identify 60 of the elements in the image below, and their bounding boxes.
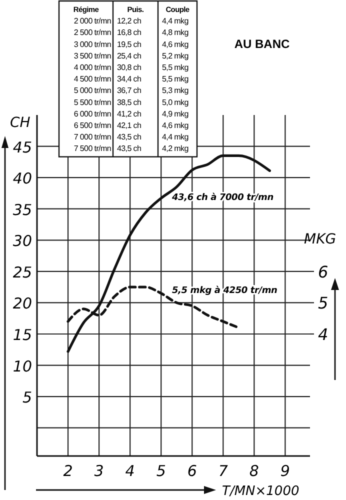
y-tick-label: 20: [12, 294, 32, 313]
x-tick-label: 7: [218, 462, 228, 480]
y2-axis-title: MKG: [304, 231, 336, 248]
y-tick-label: 25: [12, 263, 32, 282]
text: 5,5 mkg: [162, 63, 188, 72]
x-tick-label: 6: [187, 462, 197, 480]
text: 4 500 tr/mn: [74, 74, 111, 84]
y-tick-label: 35: [12, 200, 32, 219]
annotation: 4,2 mkg: [162, 144, 188, 154]
x-tick-label: 4: [125, 462, 135, 480]
text: 16,8 ch: [117, 28, 142, 38]
y-tick-label: 40: [12, 170, 32, 188]
y2-tick-label: 5: [318, 294, 328, 313]
annotation: 43,5 ch: [117, 144, 142, 154]
y2-tick-label: 6: [318, 262, 328, 282]
annotation: 41,2 ch: [117, 109, 142, 118]
text: 2 000 tr/mn: [74, 16, 111, 26]
text: 5,3 mkg: [162, 86, 188, 96]
text: 5,5 mkg: [162, 74, 188, 84]
text: 5 000 tr/mn: [74, 86, 111, 96]
text: 4 000 tr/mn: [74, 63, 111, 72]
x-tick-label: 5: [156, 462, 166, 480]
text: 38,5 ch: [117, 98, 142, 107]
text: 25,4 ch: [117, 51, 142, 60]
annotation: 6 500 tr/mn: [74, 121, 111, 130]
x-tick-label: 2: [63, 462, 73, 480]
y-tick-label: 5: [22, 388, 32, 407]
text: 34,4 ch: [117, 74, 142, 84]
text: 3 500 tr/mn: [74, 51, 111, 60]
text: 12,2 ch: [117, 16, 142, 26]
annotation: 6 000 tr/mn: [74, 109, 111, 118]
annotation: 42,1 ch: [117, 121, 142, 130]
y-tick-label: 45: [12, 138, 32, 156]
text: 4,4 mkg: [162, 16, 188, 26]
annotation: 7 000 tr/mn: [74, 132, 111, 142]
annotation: 7 500 tr/mn: [74, 144, 111, 154]
y-tick-label: 15: [12, 326, 32, 344]
x-tick-label: 9: [280, 462, 290, 480]
x-axis-title: T/MN×1000: [222, 484, 300, 499]
y-axis-title: CH: [10, 115, 31, 131]
text: 36,7 ch: [117, 86, 142, 96]
annotation: 43,5 ch: [117, 132, 142, 142]
y-tick-label: 30: [12, 232, 32, 250]
text: 30,8 ch: [117, 63, 142, 72]
text: 5,0 mkg: [162, 98, 188, 107]
annotation: 4,4 mkg: [162, 132, 188, 142]
text: 2 500 tr/mn: [74, 28, 111, 38]
text: 5,2 mkg: [162, 51, 188, 60]
text: 19,5 ch: [117, 40, 142, 49]
x-tick-label: 8: [249, 462, 259, 480]
x-tick-label: 3: [94, 462, 104, 480]
chart-title: AU BANC: [234, 37, 290, 51]
annotation: 4,9 mkg: [162, 109, 188, 118]
text: 4,8 mkg: [162, 28, 188, 38]
annotation: 4,6 mkg: [162, 121, 188, 130]
y-tick-label: 10: [12, 357, 32, 376]
text: 3 000 tr/mn: [74, 40, 111, 49]
text: 4,6 mkg: [162, 40, 188, 49]
text: 5 500 tr/mn: [74, 98, 111, 107]
y2-tick-label: 4: [318, 324, 328, 344]
